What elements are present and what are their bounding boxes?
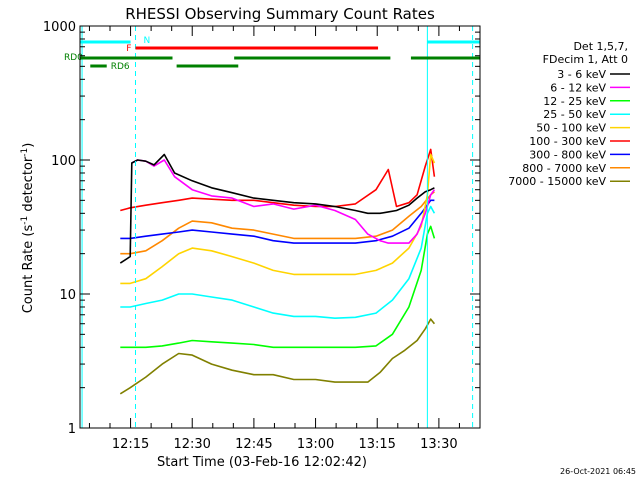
series-line-800-7000-kev xyxy=(120,191,435,255)
state-label-f: F xyxy=(126,44,131,54)
y-tick-label-1: 1 xyxy=(68,422,76,437)
vertical-lines-layer xyxy=(81,26,474,428)
legend-label-12-25-kev: 12 - 25 keV xyxy=(543,95,606,108)
y-tick-label-1000: 1000 xyxy=(43,20,76,35)
y-axis-label-exp1: -1 xyxy=(20,216,30,225)
legend-label-6-12-kev: 6 - 12 keV xyxy=(550,81,606,94)
state-bars-layer: N F RD0 RD6 xyxy=(64,36,480,72)
state-label-rd6: RD6 xyxy=(111,62,130,72)
render-timestamp: 26-Oct-2021 06:45 xyxy=(560,467,636,476)
series-line-12-25-kev xyxy=(120,225,436,349)
x-axis: 12:15 12:30 12:45 13:00 13:15 13:30 xyxy=(88,26,481,452)
state-label-n: N xyxy=(143,36,150,46)
series-line-100-300-kev xyxy=(120,148,436,212)
x-tick-label-13-00: 13:00 xyxy=(297,437,334,452)
y-axis-label-exp2: -1 xyxy=(20,148,30,157)
series-line-300-800-kev xyxy=(120,199,435,244)
y-axis-label-end: ) xyxy=(21,143,36,148)
plot-frame xyxy=(79,25,481,429)
legend-label-25-50-kev: 25 - 50 keV xyxy=(543,108,606,121)
x-tick-label-12-30: 12:30 xyxy=(173,437,210,452)
x-axis-label: Start Time (03-Feb-16 12:02:42) xyxy=(157,455,367,470)
y-axis-label-main: Count Rate (s xyxy=(21,225,36,314)
plot-area: N F RD0 RD6 xyxy=(64,25,481,429)
y-tick-label-10: 10 xyxy=(59,288,76,303)
series-line-6-12-kev xyxy=(131,159,436,244)
series-line-3-6-kev xyxy=(119,153,435,264)
state-label-rd0: RD0 xyxy=(64,53,83,63)
y-axis: 1 10 100 1000 xyxy=(43,20,480,437)
legend-label-50-100-kev: 50 - 100 keV xyxy=(536,122,606,135)
x-tick-label-12-15: 12:15 xyxy=(112,437,149,452)
y-axis-label: Count Rate (s-1 detector-1) xyxy=(20,143,36,314)
legend-header-line-2: FDecim 1, Att 0 xyxy=(543,53,628,66)
series-layer xyxy=(119,148,436,395)
legend-label-300-800-kev: 300 - 800 keV xyxy=(529,148,606,161)
legend-label-100-300-kev: 100 - 300 keV xyxy=(529,135,606,148)
legend-header-line-1: Det 1,5,7, xyxy=(573,40,628,53)
x-tick-label-13-15: 13:15 xyxy=(358,437,395,452)
y-tick-label-100: 100 xyxy=(51,154,76,169)
x-tick-label-13-30: 13:30 xyxy=(420,437,457,452)
y-axis-label-mid: detector xyxy=(21,156,36,216)
legend-label-800-7000-kev: 800 - 7000 keV xyxy=(522,162,606,175)
x-tick-label-12-45: 12:45 xyxy=(235,437,272,452)
series-line-25-50-kev xyxy=(120,205,436,320)
series-line-7000-15000-kev xyxy=(119,318,436,395)
legend-label-7000-15000-kev: 7000 - 15000 keV xyxy=(508,175,606,188)
chart-title: RHESSI Observing Summary Count Rates xyxy=(125,5,435,23)
legend-label-3-6-kev: 3 - 6 keV xyxy=(557,68,606,81)
